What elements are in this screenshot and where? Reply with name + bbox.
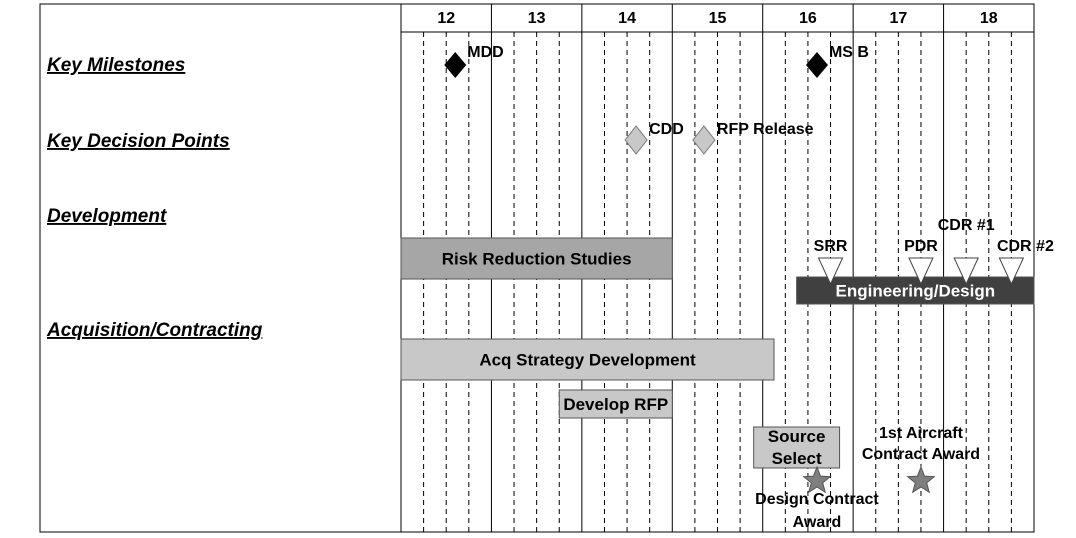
bar-engineering-design — [796, 276, 1035, 305]
award-star-design-contract-award — [802, 465, 832, 494]
year-label-13: 13 — [528, 10, 546, 27]
bar-label-risk-reduction-studies: Risk Reduction Studies — [442, 250, 632, 269]
bar-label-acq-strategy-development: Acq Strategy Development — [479, 351, 696, 370]
bar-source-select — [753, 426, 841, 469]
award-label-1st-aircraft-contract-award-1: 1st Aircraft — [879, 425, 964, 442]
year-label-16: 16 — [799, 10, 817, 27]
row-label-acquisition-contracting: Acquisition/Contracting — [46, 320, 263, 341]
row-labels: Key Milestones Key Decision Points Devel… — [46, 55, 263, 341]
bar-label-source-select-2: Select — [772, 449, 822, 468]
review-label-pdr: PDR — [904, 238, 938, 255]
year-label-15: 15 — [709, 10, 727, 27]
review-label-cdr-2: CDR #2 — [997, 238, 1054, 255]
milestone-label-ms-b: MS B — [829, 44, 869, 61]
year-label-12: 12 — [437, 10, 455, 27]
row-label-development: Development — [47, 206, 167, 227]
milestone-diamond-ms-b — [805, 52, 828, 78]
award-star-1st-aircraft-contract-award — [906, 465, 936, 494]
year-label-18: 18 — [980, 10, 998, 27]
award-label-design-contract-award-2: Award — [793, 514, 842, 531]
bar-label-source-select-1: Source — [768, 427, 826, 446]
decision-label-cdd: CDD — [649, 121, 684, 138]
bar-label-develop-rfp: Develop RFP — [563, 395, 668, 414]
bar-acq-strategy-development — [400, 338, 775, 381]
year-label-14: 14 — [618, 10, 636, 27]
review-triangle-cdr-2 — [998, 257, 1025, 286]
review-label-cdr-1: CDR #1 — [938, 217, 995, 234]
year-label-17: 17 — [889, 10, 907, 27]
bar-label-engineering-design: Engineering/Design — [835, 282, 995, 301]
row-label-key-milestones: Key Milestones — [47, 55, 185, 76]
award-label-design-contract-award-1: Design Contract — [755, 491, 879, 508]
milestone-diamond-mdd — [444, 52, 467, 78]
milestone-label-mdd: MDD — [467, 44, 503, 61]
decision-diamond-cdd — [624, 125, 648, 155]
bar-risk-reduction-studies — [400, 237, 673, 280]
decision-label-rfp-release: RFP Release — [717, 121, 814, 138]
year-header: 12 13 14 15 16 17 18 — [437, 10, 997, 27]
review-triangle-cdr-1 — [953, 257, 979, 286]
award-label-1st-aircraft-contract-award-2: Contract Award — [862, 446, 980, 463]
row-label-key-decision-points: Key Decision Points — [47, 131, 230, 152]
schedule-bars: Risk Reduction Studies Engineering/Design… — [400, 237, 1035, 469]
review-label-srr: SRR — [814, 238, 848, 255]
review-triangle-pdr — [908, 257, 934, 286]
decision-diamond-rfp-release — [692, 125, 716, 155]
bar-develop-rfp — [558, 389, 673, 419]
review-triangle-srr — [817, 257, 844, 286]
